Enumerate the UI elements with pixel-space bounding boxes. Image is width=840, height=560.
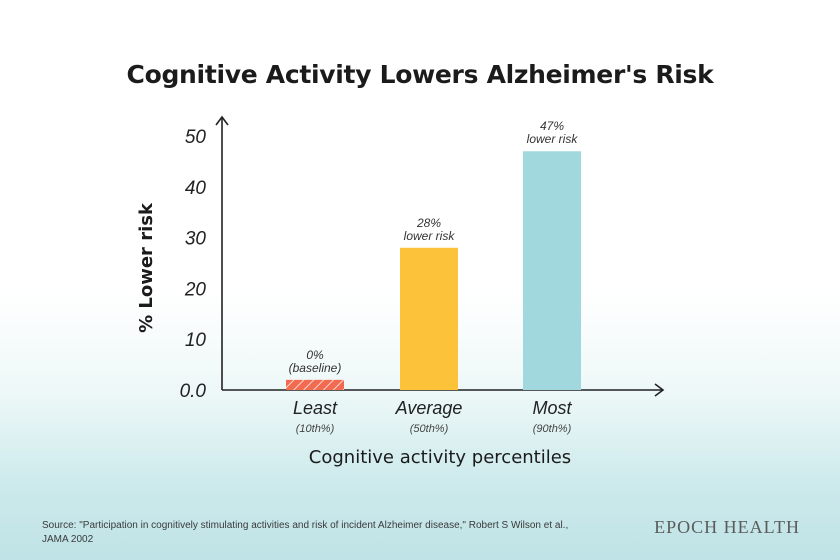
y-tick-label: 10: [185, 330, 207, 351]
brand-logo: EPOCH HEALTH: [654, 517, 800, 537]
bar-data-sublabel: lower risk: [404, 229, 456, 243]
bar-least: [286, 379, 344, 390]
x-tick-sublabel: (10th%): [296, 423, 335, 435]
bar-most: [523, 151, 581, 390]
y-tick-label: 30: [185, 229, 207, 250]
y-tick-label: 20: [184, 279, 207, 300]
x-axis-title: Cognitive activity percentiles: [309, 447, 571, 468]
source-line-2: JAMA 2002: [42, 534, 94, 545]
bar-data-label: 47%: [540, 119, 564, 133]
x-tick-sublabel: (90th%): [533, 423, 572, 435]
x-tick-label: Average: [395, 398, 463, 418]
x-tick-label: Least: [293, 398, 338, 418]
y-tick-label: 50: [185, 127, 207, 148]
source-line-1: Source: "Participation in cognitively st…: [42, 520, 569, 531]
x-tick-sublabel: (50th%): [410, 423, 449, 435]
bar-data-sublabel: (baseline): [289, 361, 342, 375]
y-axis-arrow: [215, 115, 229, 126]
x-tick-label: Most: [532, 398, 572, 418]
bar-data-label: 0%: [306, 348, 324, 362]
source-citation: Source: "Participation in cognitively st…: [42, 519, 602, 547]
y-axis-title: % Lower risk: [136, 202, 157, 333]
bar-average: [400, 247, 458, 390]
y-tick-label: 40: [185, 178, 207, 199]
bar-data-label: 28%: [416, 216, 441, 230]
x-axis-arrow: [654, 383, 665, 397]
chart-title: Cognitive Activity Lowers Alzheimer's Ri…: [126, 60, 714, 89]
bar-data-sublabel: lower risk: [527, 132, 579, 146]
y-tick-label: 0.0: [180, 381, 207, 402]
